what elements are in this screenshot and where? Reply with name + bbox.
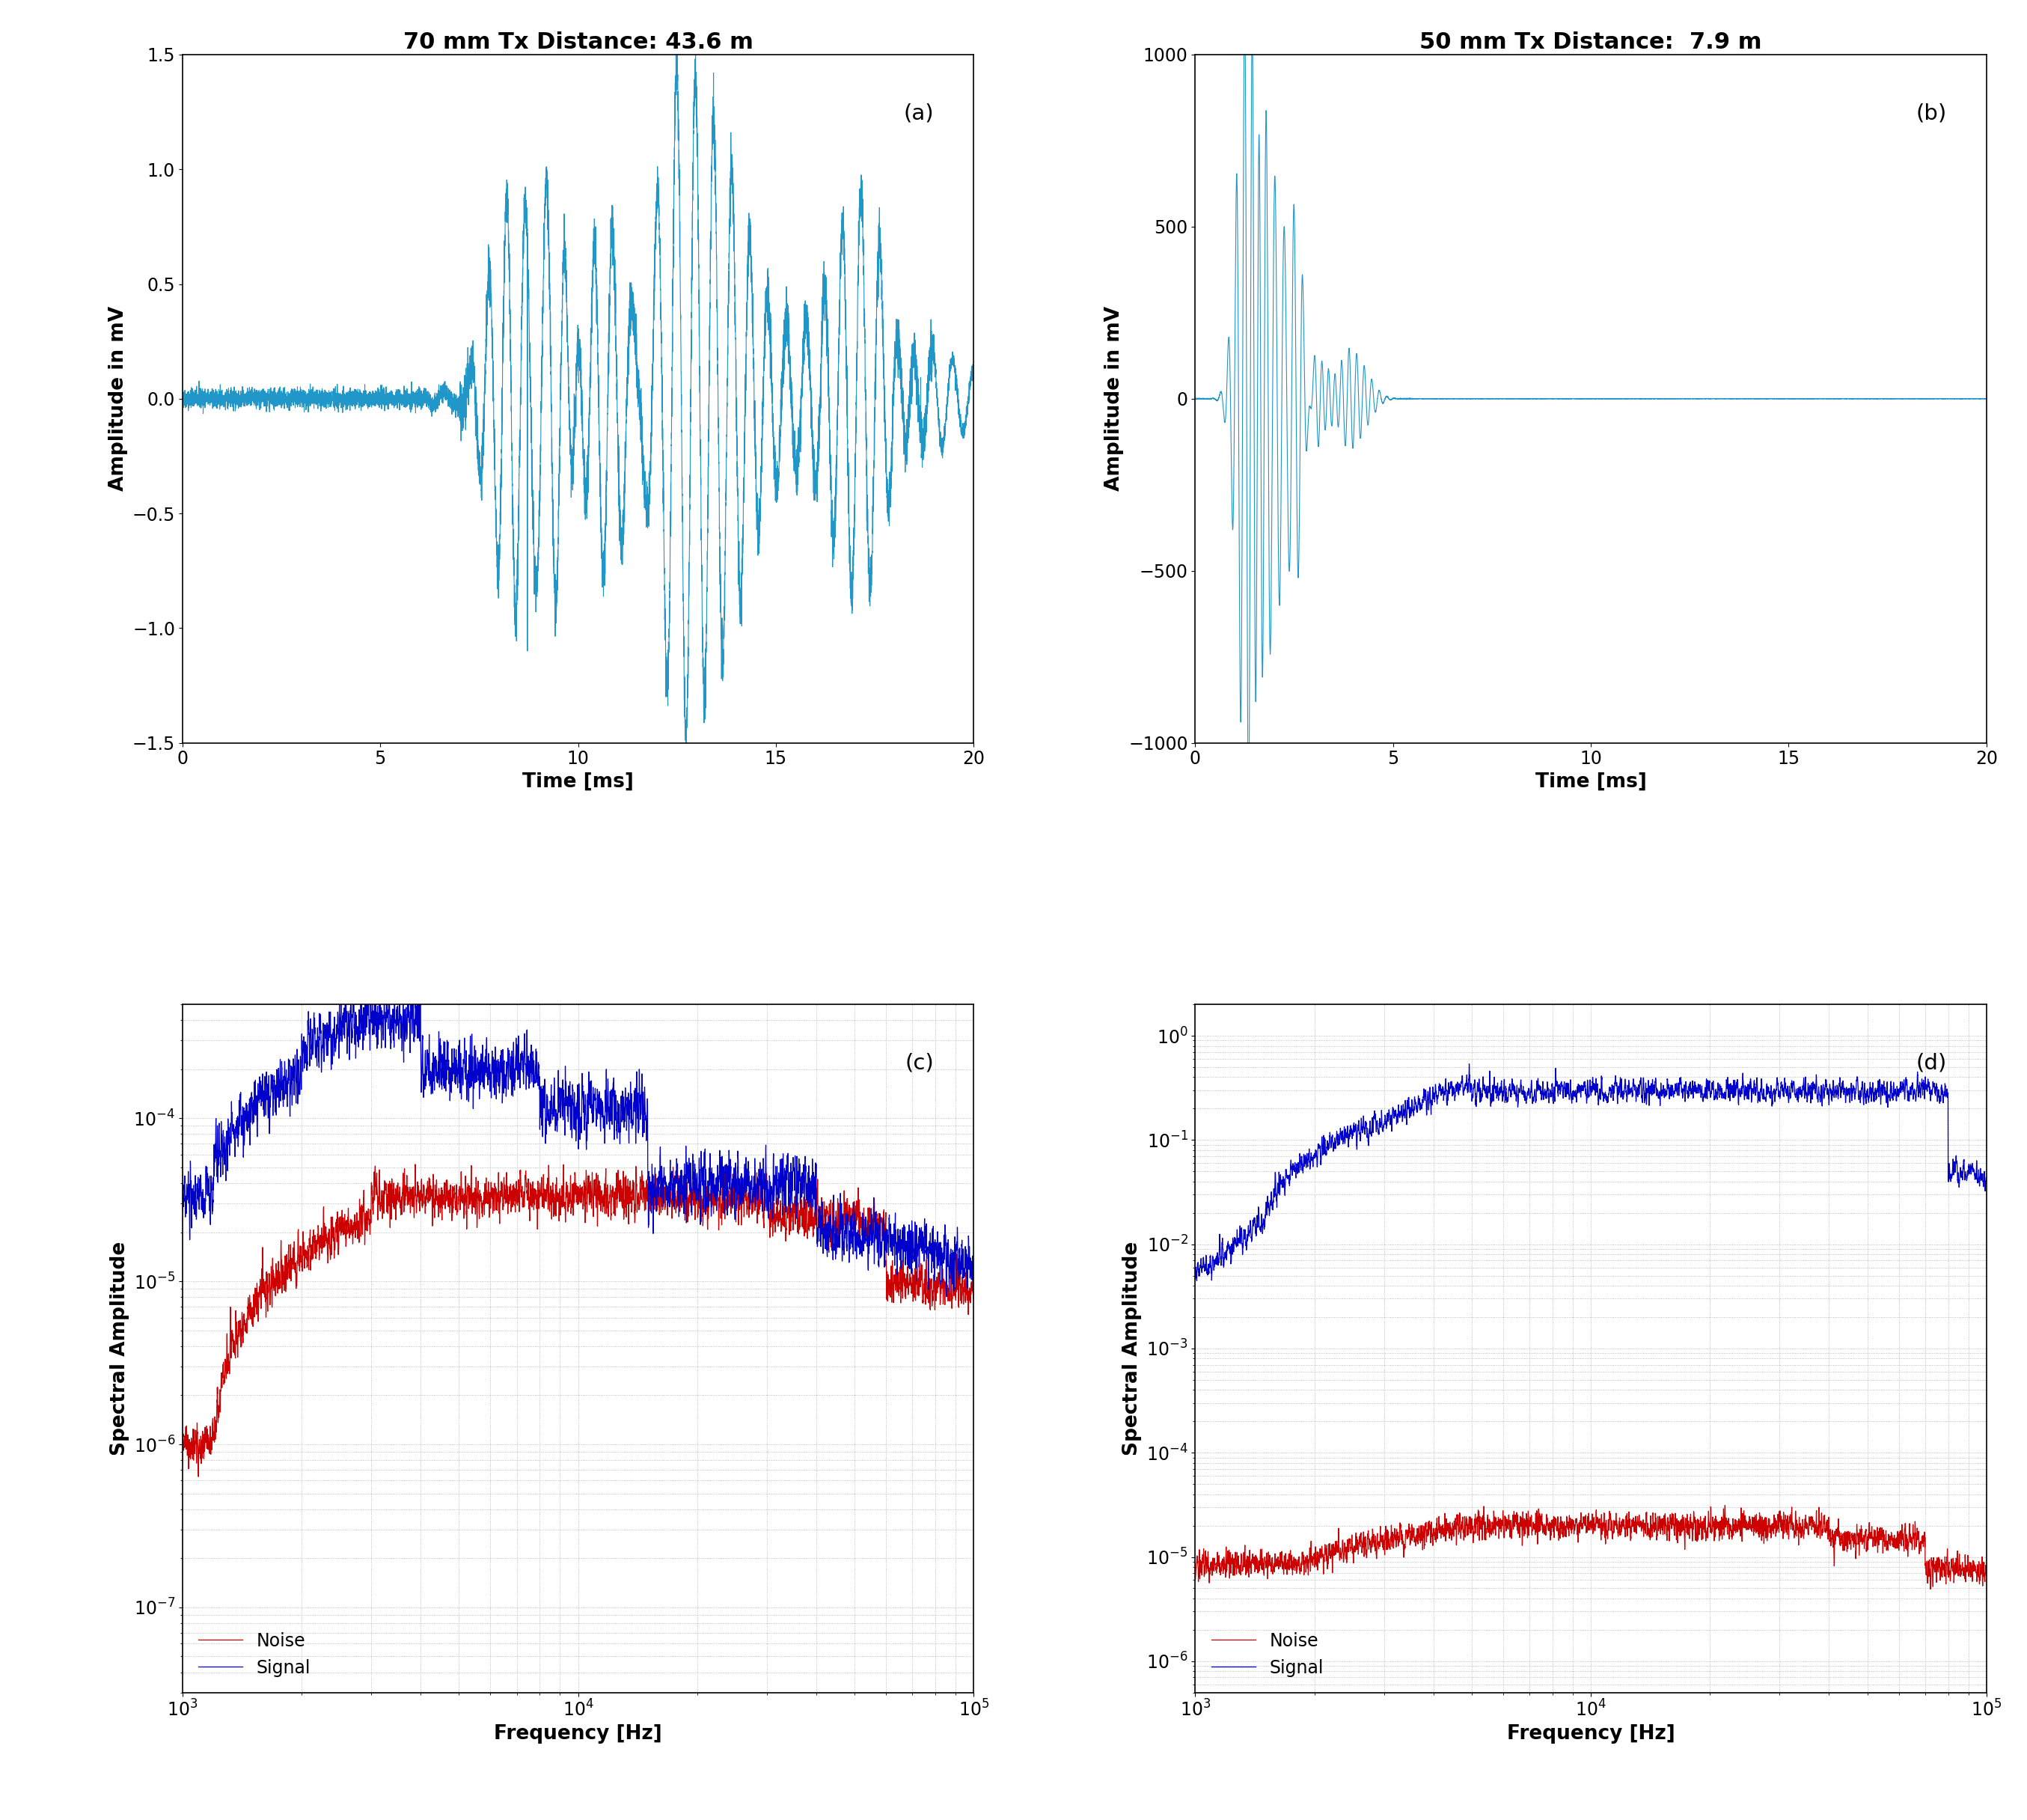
Noise bbox=[1918, 1578, 1942, 1600]
Noise bbox=[1713, 1494, 1737, 1516]
Noise bbox=[645, 1176, 669, 1198]
Signal bbox=[685, 1165, 709, 1187]
Noise bbox=[403, 1154, 428, 1176]
Y-axis label: Amplitude in mV: Amplitude in mV bbox=[1105, 306, 1125, 491]
Signal bbox=[760, 1172, 784, 1194]
Text: (c): (c) bbox=[906, 1052, 934, 1074]
Signal bbox=[1184, 1269, 1208, 1290]
Text: (a): (a) bbox=[904, 102, 934, 124]
Signal bbox=[821, 1234, 845, 1256]
Noise bbox=[1774, 1514, 1798, 1536]
Noise bbox=[1699, 1514, 1723, 1536]
Line: Signal: Signal bbox=[1196, 1065, 1986, 1281]
X-axis label: Time [ms]: Time [ms] bbox=[523, 772, 634, 792]
Signal bbox=[1974, 1170, 1999, 1192]
X-axis label: Time [ms]: Time [ms] bbox=[1534, 772, 1646, 792]
Line: Noise: Noise bbox=[182, 1165, 973, 1476]
Legend: Noise, Signal: Noise, Signal bbox=[191, 1625, 318, 1683]
Noise bbox=[472, 1185, 497, 1207]
Signal bbox=[1699, 1083, 1723, 1105]
Noise bbox=[170, 1452, 195, 1474]
Noise bbox=[186, 1465, 211, 1487]
Signal bbox=[472, 1065, 497, 1087]
Y-axis label: Spectral Amplitude: Spectral Amplitude bbox=[109, 1241, 130, 1456]
Signal bbox=[934, 1285, 959, 1307]
Signal bbox=[645, 1167, 669, 1188]
Noise bbox=[1328, 1534, 1352, 1556]
Y-axis label: Spectral Amplitude: Spectral Amplitude bbox=[1123, 1241, 1141, 1456]
Line: Signal: Signal bbox=[182, 983, 973, 1296]
Title: 50 mm Tx Distance:  7.9 m: 50 mm Tx Distance: 7.9 m bbox=[1419, 31, 1761, 53]
Signal bbox=[1658, 1077, 1682, 1099]
Noise bbox=[1834, 1531, 1859, 1552]
X-axis label: Frequency [Hz]: Frequency [Hz] bbox=[495, 1724, 663, 1744]
Noise bbox=[961, 1285, 985, 1307]
Noise bbox=[1658, 1523, 1682, 1545]
Line: Noise: Noise bbox=[1196, 1505, 1986, 1589]
Noise bbox=[314, 1230, 339, 1252]
X-axis label: Frequency [Hz]: Frequency [Hz] bbox=[1506, 1724, 1674, 1744]
Noise bbox=[1486, 1516, 1510, 1538]
Text: (d): (d) bbox=[1916, 1052, 1946, 1074]
Noise bbox=[821, 1210, 845, 1232]
Signal bbox=[314, 1019, 339, 1041]
Signal bbox=[170, 1201, 195, 1223]
Signal bbox=[1774, 1077, 1798, 1099]
Noise bbox=[685, 1192, 709, 1214]
Signal bbox=[361, 972, 385, 994]
Noise bbox=[760, 1201, 784, 1223]
Signal bbox=[1184, 1270, 1208, 1292]
Legend: Noise, Signal: Noise, Signal bbox=[1204, 1625, 1332, 1683]
Text: (b): (b) bbox=[1916, 102, 1946, 124]
Y-axis label: Amplitude in mV: Amplitude in mV bbox=[109, 306, 128, 491]
Signal bbox=[1834, 1083, 1859, 1105]
Signal bbox=[1328, 1132, 1352, 1154]
Signal bbox=[1486, 1083, 1510, 1105]
Signal bbox=[961, 1269, 985, 1290]
Noise bbox=[1184, 1569, 1208, 1591]
Title: 70 mm Tx Distance: 43.6 m: 70 mm Tx Distance: 43.6 m bbox=[403, 31, 754, 53]
Signal bbox=[1457, 1054, 1482, 1076]
Noise bbox=[1974, 1560, 1999, 1582]
